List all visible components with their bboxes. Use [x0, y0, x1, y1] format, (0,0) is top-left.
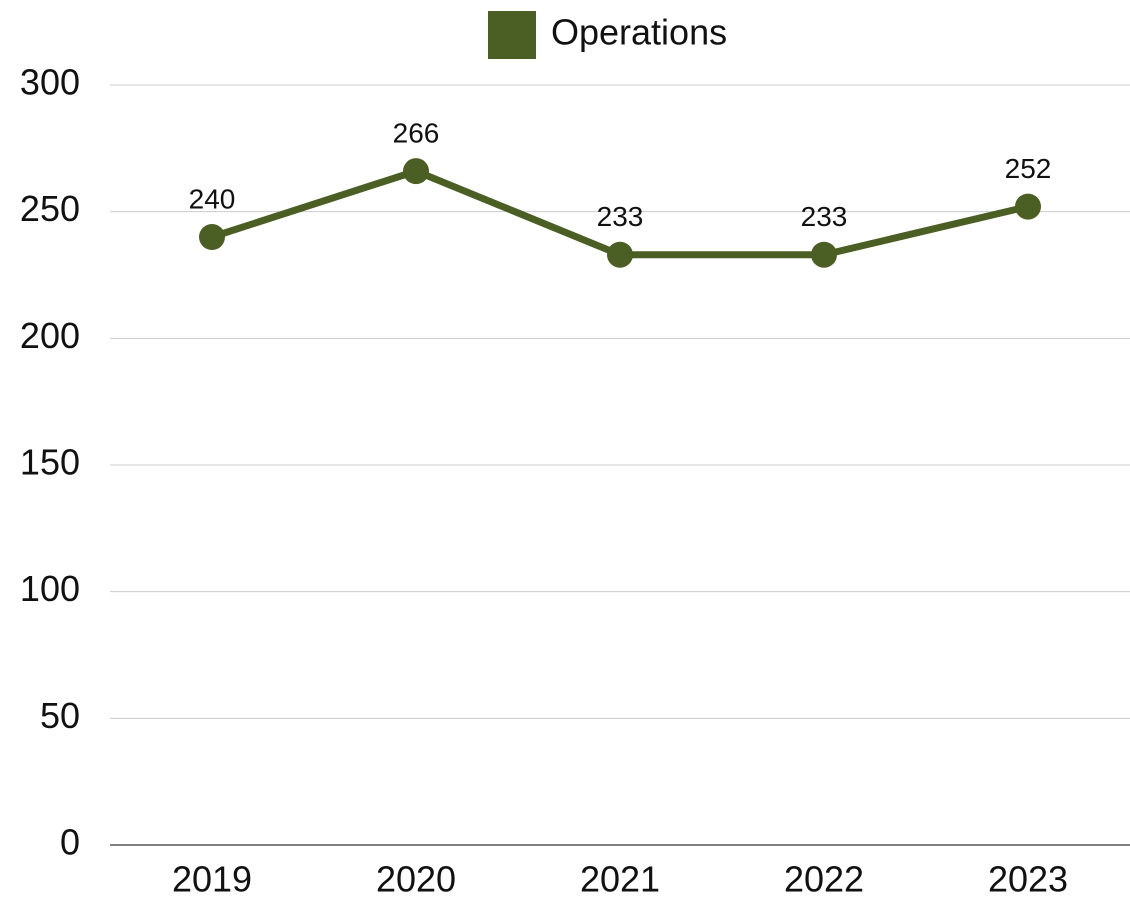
x-tick-label: 2020 [376, 859, 456, 900]
y-tick-label: 200 [20, 315, 80, 356]
data-label: 233 [597, 201, 644, 232]
data-label: 233 [801, 201, 848, 232]
x-tick-label: 2023 [988, 859, 1068, 900]
point [403, 158, 429, 185]
y-tick-label: 150 [20, 442, 80, 483]
y-tick-label: 250 [20, 188, 80, 229]
y-tick-label: 50 [40, 695, 80, 736]
point [199, 224, 225, 250]
point [607, 241, 633, 268]
point [811, 241, 837, 268]
point [1015, 193, 1041, 220]
x-tick-label: 2021 [580, 859, 660, 900]
legend-label: Operations [551, 12, 727, 53]
x-tick-label: 2022 [784, 859, 864, 900]
data-label: 252 [1005, 153, 1052, 184]
y-tick-label: 0 [60, 822, 80, 863]
data-label: 240 [189, 183, 236, 214]
x-tick-label: 2019 [172, 859, 252, 900]
legend-swatch [488, 11, 536, 59]
data-label: 266 [393, 118, 440, 149]
y-tick-label: 100 [20, 568, 80, 609]
y-tick-label: 300 [20, 62, 80, 103]
